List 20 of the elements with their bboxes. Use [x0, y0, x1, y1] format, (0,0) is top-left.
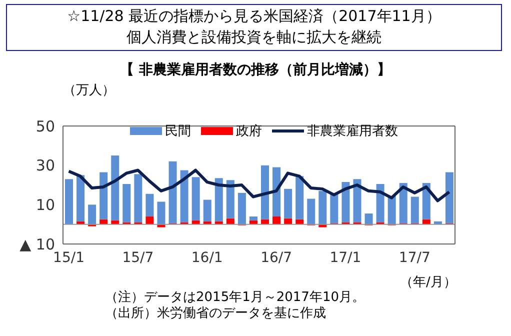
- legend-label: 政府: [236, 123, 262, 140]
- y-axis-title: （万人）: [63, 82, 115, 99]
- x-tick-label: 15/1: [53, 250, 84, 266]
- x-tick-label: 17/7: [398, 250, 430, 266]
- x-tick-label: 17/1: [330, 250, 362, 266]
- x-tick-label: 16/1: [191, 250, 223, 266]
- y-tick-label: 50: [36, 117, 55, 136]
- legend-label: 非農業雇用者数: [307, 123, 398, 140]
- y-tick-label: 10: [36, 196, 55, 214]
- y-tick-label: ▲ 10: [20, 235, 55, 254]
- text: ☆11/28 最近の指標から見る米国経済（2017年11月）: [66, 6, 442, 27]
- chart-title: 【 非農業雇用者数の推移（前月比増減）】: [119, 61, 392, 79]
- legend-label: 民間: [165, 123, 191, 140]
- x-tick-label: 16/7: [260, 250, 292, 266]
- x-tick-label: 15/7: [122, 250, 154, 266]
- x-axis-title: （年/月）: [400, 274, 456, 291]
- text: 個人消費と設備投資を軸に拡大を継続: [126, 27, 382, 48]
- text: （出所）米労働省のデータを基に作成: [105, 306, 327, 322]
- text: （注）データは2015年1月～2017年10月。: [105, 290, 365, 306]
- y-tick-label: 30: [36, 156, 55, 175]
